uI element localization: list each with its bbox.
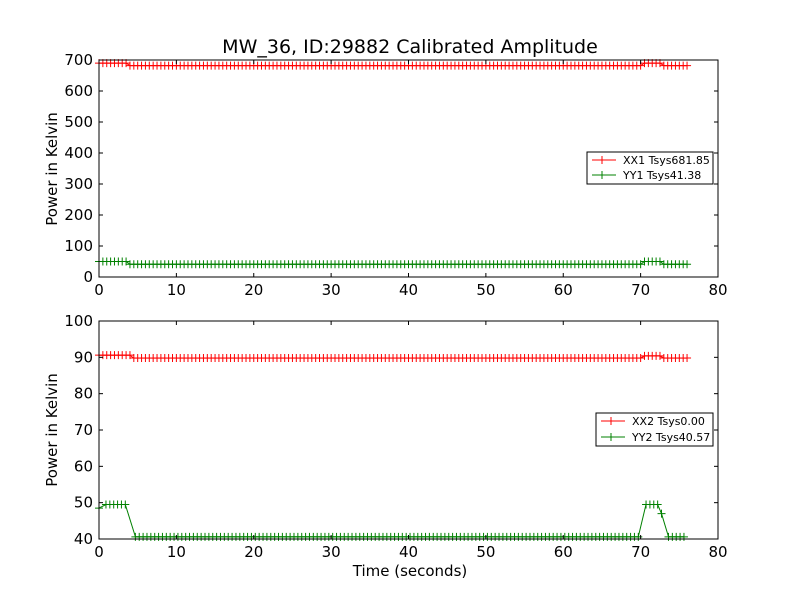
top-x-tick-label: 80: [708, 281, 727, 299]
bottom-y-tick-label: 90: [74, 348, 93, 366]
top-y-tick-label: 400: [64, 144, 93, 162]
bottom-plot: Power in Kelvin Time (seconds) 0 10 20 30 40…: [43, 312, 728, 580]
legend-label-yy1: YY1 Tsys41.38: [622, 169, 701, 182]
top-y-tick-label: 500: [64, 113, 93, 131]
top-plot: MW_36, ID:29882 Calibrated Amplitude Pow…: [43, 36, 728, 299]
top-series-layer: [95, 59, 692, 269]
top-y-axis-label: Power in Kelvin: [43, 112, 61, 226]
series-markers-xx1-tsys681-85: [95, 59, 692, 70]
top-x-tick-label: 60: [554, 281, 573, 299]
bottom-x-tick-label: 40: [399, 543, 418, 561]
bottom-x-tick-label: 0: [94, 543, 104, 561]
legend-marker-yy1: [598, 171, 606, 179]
bottom-x-tick-label: 50: [476, 543, 495, 561]
bottom-y-tick-label: 70: [74, 421, 93, 439]
top-x-tick-label: 10: [167, 281, 186, 299]
legend-marker-xx1: [598, 156, 606, 164]
legend-marker-yy2: [607, 433, 615, 441]
top-y-tick-label: 200: [64, 206, 93, 224]
top-y-tick-label: 700: [64, 51, 93, 69]
top-x-tick-label: 50: [476, 281, 495, 299]
bottom-y-tick-label: 80: [74, 385, 93, 403]
data-point-yy2-tsys40-57: [653, 500, 662, 509]
bottom-x-tick-label: 10: [167, 543, 186, 561]
bottom-x-tick-label: 30: [322, 543, 341, 561]
top-legend-box: [586, 151, 714, 185]
top-y-tick-label: 0: [83, 268, 93, 286]
top-legend: XX1 Tsys681.85 YY1 Tsys41.38: [586, 151, 714, 185]
bottom-y-tick-label: 100: [64, 312, 93, 330]
bottom-legend-box: [595, 412, 714, 447]
top-ticks-layer: 0 10 20 30 40 50 60 70 80 0 100 200 300 400 500 600 700: [64, 51, 727, 299]
chart-title: MW_36, ID:29882 Calibrated Amplitude: [222, 36, 598, 58]
bottom-y-tick-label: 40: [74, 530, 93, 548]
top-x-tick-label: 30: [322, 281, 341, 299]
top-y-tick-label: 600: [64, 82, 93, 100]
bottom-x-tick-label: 60: [554, 543, 573, 561]
data-point-yy2-tsys40-57: [121, 500, 130, 509]
top-x-tick-label: 20: [244, 281, 263, 299]
legend-label-yy2: YY2 Tsys40.57: [631, 431, 710, 444]
data-point-yy2-tsys40-57: [657, 509, 666, 518]
top-x-tick-label: 70: [631, 281, 650, 299]
top-y-tick-label: 300: [64, 175, 93, 193]
top-x-tick-label: 0: [94, 281, 104, 299]
bottom-y-tick-label: 50: [74, 494, 93, 512]
bottom-x-tick-label: 70: [631, 543, 650, 561]
legend-marker-xx2: [607, 417, 615, 425]
bottom-ticks-layer: 0 10 20 30 40 50 60 70 80 40 50 60 70 80 90 100: [64, 312, 727, 561]
bottom-y-tick-label: 60: [74, 457, 93, 475]
top-x-tick-label: 40: [399, 281, 418, 299]
data-point-xx1-tsys681-85: [683, 61, 692, 70]
bottom-x-tick-label: 20: [244, 543, 263, 561]
bottom-y-axis-label: Power in Kelvin: [43, 373, 61, 487]
top-y-tick-label: 100: [64, 237, 93, 255]
series-markers-xx2-tsys0-00: [95, 351, 692, 363]
bottom-x-tick-label: 80: [708, 543, 727, 561]
series-markers-yy1-tsys41-38: [95, 257, 692, 269]
data-point-yy1-tsys41-38: [683, 260, 692, 269]
bottom-legend: XX2 Tsys0.00 YY2 Tsys40.57: [595, 412, 714, 447]
x-axis-label: Time (seconds): [352, 562, 468, 580]
legend-label-xx2: XX2 Tsys0.00: [632, 415, 705, 428]
legend-label-xx1: XX1 Tsys681.85: [623, 154, 710, 167]
data-point-xx2-tsys0-00: [683, 354, 692, 363]
